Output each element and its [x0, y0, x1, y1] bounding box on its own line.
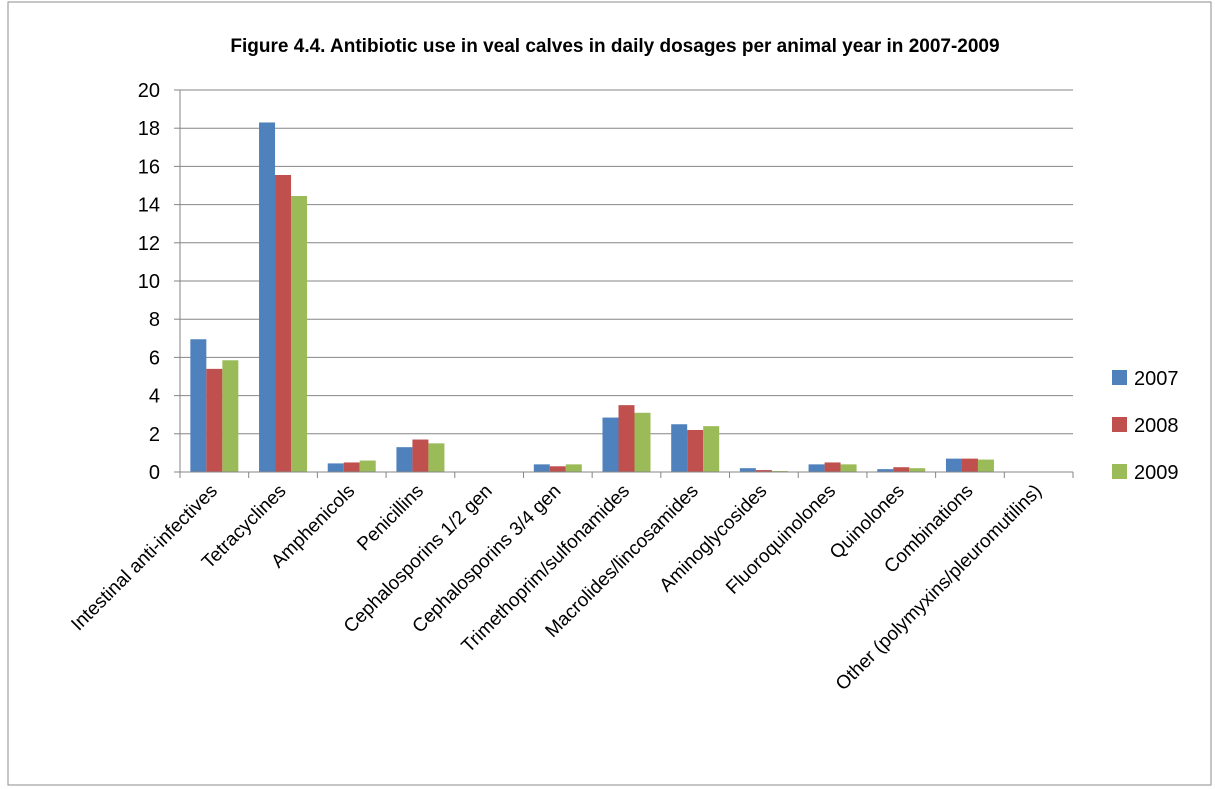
bar-2007-2: [327, 463, 344, 472]
y-tick-label: 6: [149, 347, 160, 369]
y-tick-label: 10: [138, 271, 160, 293]
bar-2007-6: [602, 417, 619, 472]
bar-2007-8: [739, 468, 756, 472]
bar-2008-6: [618, 405, 635, 472]
legend: 2007 2008 2009: [1112, 368, 1179, 484]
bar-2007-3: [396, 447, 413, 472]
bar-2008-8: [755, 470, 772, 472]
gridlines: [180, 89, 1073, 435]
y-tick-label: 14: [138, 195, 160, 217]
bar-2009-5: [565, 464, 582, 472]
bar-2007-1: [259, 122, 276, 472]
bar-2009-6: [634, 412, 651, 472]
axes: [179, 90, 1074, 478]
legend-label-2007: 2007: [1134, 368, 1179, 390]
bar-2009-9: [840, 464, 857, 472]
bar-2008-7: [687, 429, 704, 472]
bar-2008-5: [549, 466, 566, 472]
legend-swatch-2008: [1112, 417, 1127, 432]
legend-label-2009: 2009: [1134, 462, 1179, 484]
bars: [190, 122, 994, 472]
bar-2008-1: [275, 174, 292, 472]
bar-2007-11: [945, 458, 962, 472]
legend-swatch-2009: [1112, 464, 1127, 479]
bar-2008-11: [961, 458, 978, 472]
bar-2007-9: [808, 464, 825, 472]
y-tick-label: 2: [149, 424, 160, 446]
y-tick-label: 20: [138, 80, 160, 102]
bar-2008-9: [824, 462, 841, 472]
bar-2009-3: [428, 443, 445, 472]
bar-2007-10: [877, 469, 894, 472]
chart-title: Figure 4.4. Antibiotic use in veal calve…: [230, 36, 999, 57]
y-tick-label: 4: [149, 386, 160, 408]
bar-2009-1: [291, 196, 308, 472]
bar-2008-2: [343, 462, 360, 472]
y-tick-label: 0: [149, 462, 160, 484]
bar-2009-10: [909, 468, 926, 472]
y-tick-label: 12: [138, 233, 160, 255]
y-axis-ticks: 0 2 4 6 8 10 12 14 16 18 20: [138, 80, 180, 484]
bar-2009-7: [703, 426, 720, 472]
legend-swatch-2007: [1112, 370, 1127, 385]
y-tick-label: 18: [138, 118, 160, 140]
bar-2007-5: [533, 464, 550, 472]
y-tick-label: 16: [138, 156, 160, 178]
bar-2008-10: [893, 467, 910, 472]
bar-2009-2: [359, 460, 376, 472]
bar-2008-3: [412, 439, 429, 472]
chart-frame: [7, 1, 1212, 786]
bar-2007-7: [671, 424, 688, 472]
y-tick-label: 8: [149, 309, 160, 331]
legend-label-2008: 2008: [1134, 415, 1179, 437]
bar-2008-0: [206, 368, 223, 472]
bar-2007-0: [190, 339, 207, 472]
bar-2009-11: [977, 459, 994, 472]
bar-2009-0: [222, 360, 239, 472]
